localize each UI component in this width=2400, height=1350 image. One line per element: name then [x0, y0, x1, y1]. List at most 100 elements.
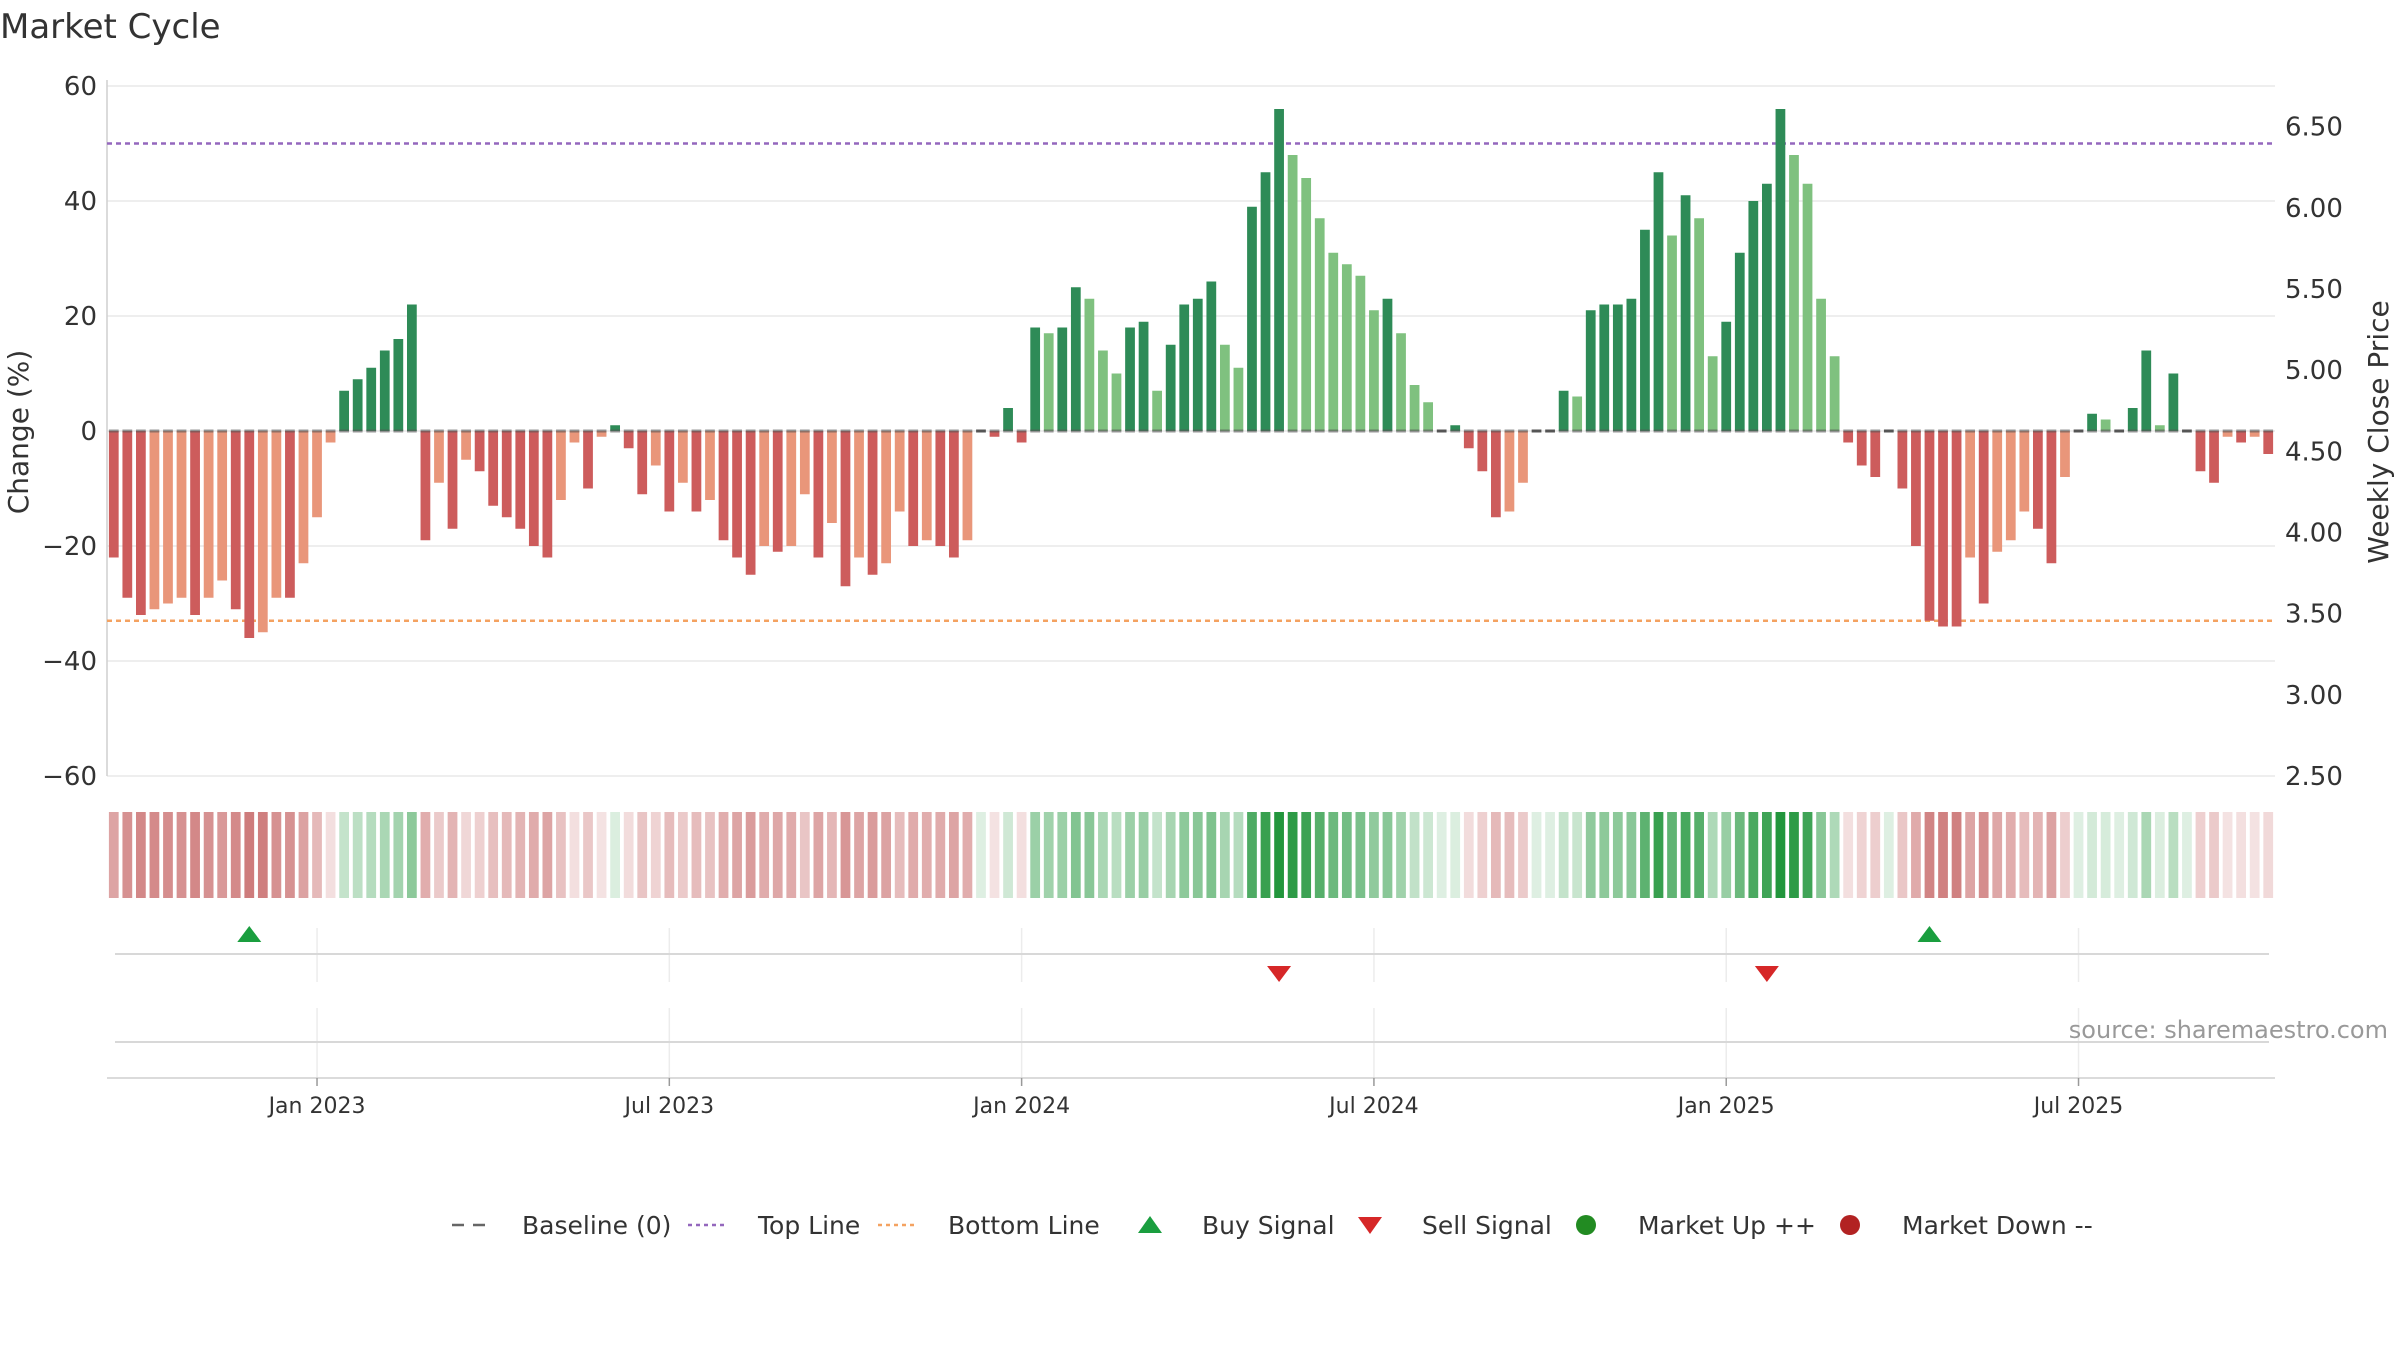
heat-cell [1761, 812, 1772, 898]
bar-baseline-mark [2100, 429, 2111, 433]
heat-cell [908, 812, 919, 898]
heat-cell [718, 812, 729, 898]
bar [1003, 408, 1013, 431]
bar-baseline-mark [1098, 429, 1108, 433]
bar-baseline-mark [2154, 429, 2165, 433]
heat-cell [1640, 812, 1650, 898]
bar [691, 431, 702, 512]
heat-cell [1599, 812, 1610, 898]
bar [1667, 235, 1677, 431]
bar [840, 431, 851, 587]
heat-cell [1870, 812, 1881, 898]
heat-cell [1192, 812, 1203, 898]
bar-baseline-mark [989, 429, 1000, 433]
bar [705, 431, 715, 500]
heat-cell [528, 812, 539, 898]
bar-baseline-mark [556, 429, 566, 433]
bar [447, 431, 458, 529]
bar [257, 431, 268, 633]
heat-cell [772, 812, 783, 898]
heat-cell [1951, 812, 1962, 898]
bar-baseline-mark [1314, 429, 1325, 433]
bar-baseline-mark [650, 429, 661, 433]
heat-cell [1531, 812, 1542, 898]
bar [1856, 431, 1867, 466]
x-tick-label: Jan 2025 [1676, 1094, 1775, 1119]
bar-baseline-mark [122, 429, 133, 433]
bar [2236, 431, 2247, 443]
bar-baseline-mark [1274, 429, 1284, 433]
heat-cell [352, 812, 363, 898]
bar [2087, 413, 2097, 431]
bar [623, 431, 634, 449]
bar [637, 431, 648, 495]
heat-cell [1612, 812, 1623, 898]
heat-cell [1152, 812, 1163, 898]
bar [732, 431, 742, 558]
heat-cell [176, 812, 187, 898]
heat-cell [2060, 812, 2070, 898]
heat-cell [257, 812, 268, 898]
heat-cell [1748, 812, 1759, 898]
bar [854, 431, 864, 558]
heat-cell [474, 812, 485, 898]
legend-sell-icon [1358, 1217, 1382, 1234]
bar-baseline-mark [2060, 429, 2070, 433]
bar [1585, 310, 1596, 431]
bar [2263, 431, 2274, 454]
y-tick-label: 20 [64, 302, 97, 332]
bar-baseline-mark [1829, 429, 1840, 433]
bar [1328, 252, 1339, 431]
bar [1992, 431, 2003, 552]
bar-baseline-mark [786, 429, 797, 433]
bar [677, 431, 688, 483]
bar-baseline-mark [1084, 429, 1095, 433]
heat-cell [1423, 812, 1434, 898]
bar [2222, 431, 2233, 437]
heat-cell [1680, 812, 1691, 898]
heat-cell [1911, 812, 1921, 898]
heat-cell [2046, 812, 2057, 898]
y2-tick-label: 5.50 [2285, 275, 2343, 305]
bar-baseline-mark [1599, 429, 1610, 433]
bar-baseline-mark [948, 429, 959, 433]
bar-baseline-mark [1233, 429, 1244, 433]
bar-baseline-mark [1653, 429, 1664, 433]
bar [650, 431, 661, 466]
legend-market-up-icon [1576, 1215, 1596, 1235]
heat-cell [1924, 812, 1935, 898]
y-axis-right: 6.50 6.00 5.50 5.00 4.50 4.00 3.50 3.00 2.50 [2285, 113, 2343, 792]
bar [1965, 431, 1976, 558]
bar [1612, 304, 1623, 431]
heat-cell [190, 812, 200, 898]
heat-cell [1843, 812, 1854, 898]
bar-baseline-mark [732, 429, 742, 433]
heat-cell [1179, 812, 1190, 898]
bar [1287, 155, 1298, 431]
bar [1911, 431, 1921, 546]
bar-baseline-mark [230, 429, 241, 433]
bar-baseline-mark [1409, 429, 1420, 433]
y-tick-label: 40 [64, 187, 97, 217]
heat-cell [786, 812, 797, 898]
heat-cell [1098, 812, 1108, 898]
bar [1870, 431, 1881, 477]
bar-baseline-mark [962, 429, 973, 433]
bar [664, 431, 675, 512]
bar [339, 390, 350, 431]
bar-baseline-mark [190, 429, 200, 433]
legend-label: Bottom Line [948, 1211, 1100, 1240]
bar [1572, 396, 1583, 431]
bar [163, 431, 173, 604]
bar-baseline-mark [935, 429, 946, 433]
bar [1084, 298, 1095, 431]
heat-cell [2073, 812, 2084, 898]
legend-label: Baseline (0) [522, 1211, 671, 1240]
bar-baseline-mark [1802, 429, 1813, 433]
heat-cell [894, 812, 905, 898]
bar-baseline-mark [393, 429, 404, 433]
bar-baseline-mark [1070, 429, 1081, 433]
buy-signal-marker [237, 926, 262, 942]
heat-cell [1084, 812, 1095, 898]
